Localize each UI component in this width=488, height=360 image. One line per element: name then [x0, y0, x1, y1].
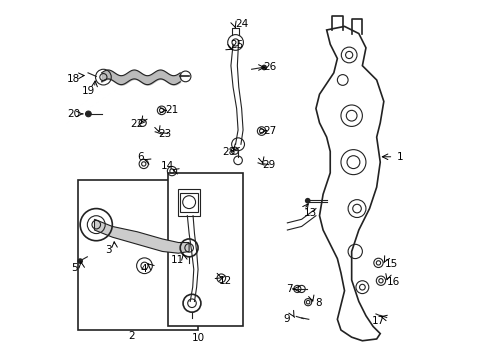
Text: 18: 18 — [67, 74, 80, 84]
Text: 15: 15 — [384, 259, 398, 269]
Polygon shape — [94, 219, 189, 253]
Text: 9: 9 — [283, 314, 289, 324]
Text: 21: 21 — [165, 105, 179, 115]
Text: 13: 13 — [304, 208, 317, 218]
Circle shape — [85, 111, 91, 117]
Polygon shape — [315, 26, 383, 341]
Bar — [167, 173, 242, 327]
Text: 4: 4 — [140, 264, 147, 274]
Text: 25: 25 — [229, 40, 243, 50]
Text: 20: 20 — [67, 109, 80, 119]
Text: 14: 14 — [161, 161, 174, 171]
Text: 8: 8 — [315, 298, 322, 308]
Circle shape — [77, 258, 83, 264]
Text: 17: 17 — [371, 316, 384, 326]
Circle shape — [261, 64, 266, 70]
Text: 19: 19 — [81, 86, 95, 96]
Text: 26: 26 — [263, 63, 276, 72]
Text: 16: 16 — [386, 277, 400, 287]
Bar — [78, 180, 198, 330]
Text: 6: 6 — [137, 152, 143, 162]
Text: 29: 29 — [262, 160, 275, 170]
Text: 22: 22 — [130, 118, 143, 129]
Text: 1: 1 — [396, 152, 403, 162]
Bar — [178, 189, 200, 216]
Text: 2: 2 — [128, 332, 135, 342]
Text: 11: 11 — [170, 255, 183, 265]
Circle shape — [304, 198, 310, 203]
Text: 23: 23 — [158, 129, 171, 139]
Text: 28: 28 — [222, 147, 235, 157]
Text: 10: 10 — [192, 333, 205, 343]
Text: 7: 7 — [285, 284, 292, 294]
Text: 5: 5 — [71, 262, 78, 273]
Text: 3: 3 — [104, 245, 111, 255]
Text: 24: 24 — [235, 18, 248, 28]
Text: 27: 27 — [263, 126, 276, 136]
Bar — [180, 193, 198, 212]
Text: 12: 12 — [219, 276, 232, 286]
